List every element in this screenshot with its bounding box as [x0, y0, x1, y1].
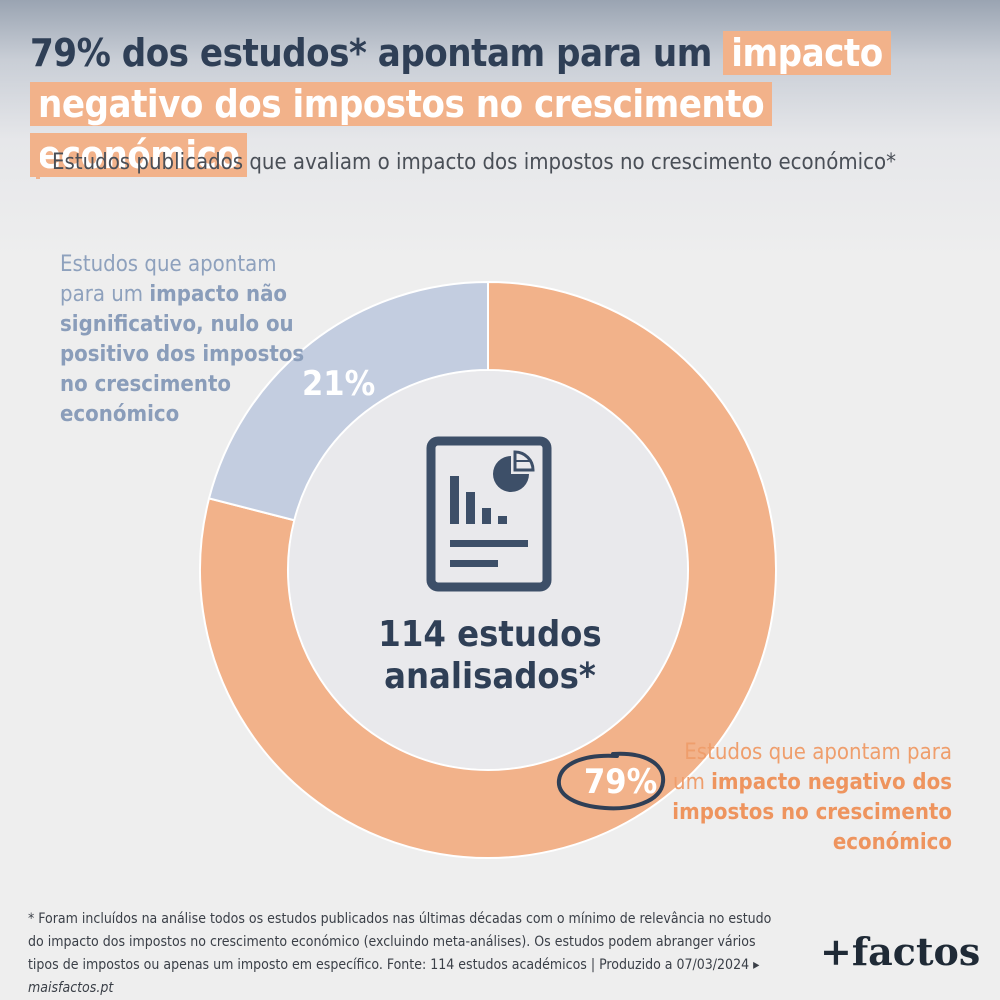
brand-logo: +factos: [820, 929, 981, 974]
center-summary: 114 estudos analisados*: [340, 614, 640, 698]
left-label-bold: impacto não significativo, nulo ou posit…: [60, 282, 305, 427]
footnote: * Foram incluídos na análise todos os es…: [28, 908, 788, 1000]
footnote-text: * Foram incluídos na análise todos os es…: [28, 911, 772, 973]
chart-title: 79% dos estudos* apontam para um impacto…: [30, 28, 980, 181]
right-label-bold: impacto negativo dos impostos no crescim…: [672, 770, 952, 855]
right-label-plain: Estudos que apontam para um: [673, 740, 952, 795]
title-part1: 79% dos estudos* apontam para um: [30, 31, 712, 75]
chart-subtitle: Estudos publicados que avaliam o impacto…: [36, 146, 952, 179]
data-label-79: 79%: [584, 762, 658, 802]
document-chart-icon: [426, 436, 552, 592]
legend-label-non-negative: Estudos que apontam para um impacto não …: [60, 250, 320, 430]
data-label-21: 21%: [302, 364, 376, 404]
center-line1: 114 estudos: [378, 614, 602, 655]
donut-slice-0: [199, 280, 777, 859]
center-line2: analisados*: [384, 656, 596, 697]
footnote-site: maisfactos.pt: [28, 980, 114, 996]
left-label-plain: Estudos que apontam para um: [60, 252, 277, 307]
donut-center: [289, 371, 687, 769]
donut-slice-1: [207, 280, 489, 522]
legend-label-negative: Estudos que apontam para um impacto nega…: [652, 738, 952, 858]
hand-drawn-circle-icon: [556, 751, 666, 811]
